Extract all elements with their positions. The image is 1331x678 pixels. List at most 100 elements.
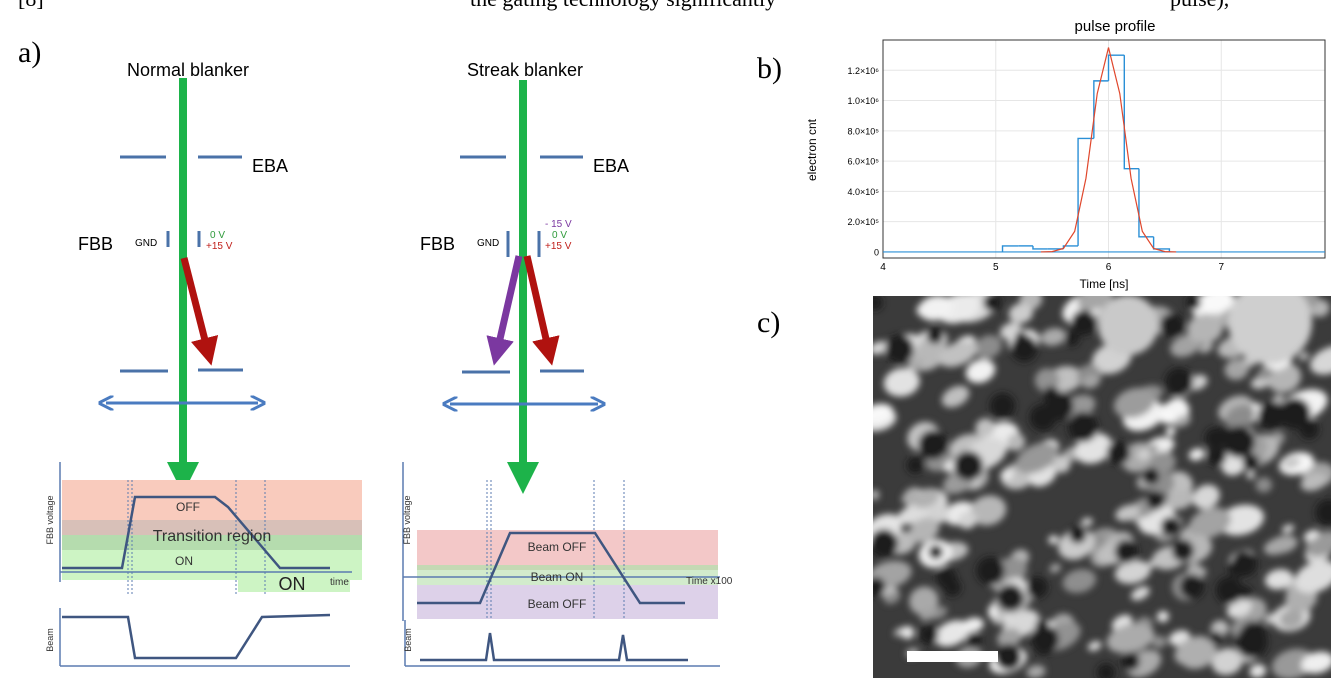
particle xyxy=(1114,560,1151,584)
dark-gap xyxy=(953,450,984,481)
particle xyxy=(1015,442,1059,474)
gnd-label: GND xyxy=(477,238,499,249)
dark-gap xyxy=(983,296,1002,312)
particle xyxy=(1166,397,1188,418)
particle xyxy=(909,517,940,543)
dark-gap xyxy=(1164,367,1194,396)
particle xyxy=(1174,415,1191,428)
particle xyxy=(1225,405,1255,429)
y-axis-label: electron cnt xyxy=(805,118,819,181)
dark-gap xyxy=(976,556,1005,585)
particle xyxy=(901,625,915,640)
voltage-label: - 15 V xyxy=(545,219,572,230)
axis-label: Beam xyxy=(403,628,413,652)
dark-gap xyxy=(1142,467,1160,485)
particle xyxy=(1148,444,1159,453)
dark-gap xyxy=(1146,491,1166,510)
particle xyxy=(873,403,894,424)
particle xyxy=(1282,524,1295,534)
particle xyxy=(883,367,920,397)
scale-bar xyxy=(907,651,998,662)
particle xyxy=(958,512,977,529)
particle xyxy=(1271,648,1315,678)
region xyxy=(62,535,362,550)
particle xyxy=(1300,472,1328,491)
dark-gap xyxy=(1114,539,1139,564)
region-label: Beam ON xyxy=(531,570,584,584)
dark-gap xyxy=(1043,386,1060,403)
histogram-step xyxy=(1107,54,1125,81)
region xyxy=(417,565,718,570)
beam-trace xyxy=(420,632,688,662)
particle xyxy=(1000,468,1014,481)
y-tick-label: 2.0×10⁵ xyxy=(847,217,879,227)
particle xyxy=(1026,665,1046,678)
particle xyxy=(1221,453,1247,476)
particle xyxy=(1246,470,1255,480)
fit-line xyxy=(1040,47,1177,253)
particle xyxy=(873,489,880,500)
particle xyxy=(1188,448,1205,461)
particle xyxy=(1228,296,1312,364)
dark-gap xyxy=(1215,426,1229,440)
histogram-step xyxy=(1138,168,1154,238)
panel-label: a) xyxy=(18,36,41,69)
dark-gap xyxy=(885,334,915,364)
dark-gap xyxy=(1067,411,1099,443)
particle xyxy=(1131,586,1150,601)
particle xyxy=(970,495,1007,526)
dark-gap xyxy=(1186,296,1201,310)
particle xyxy=(1007,433,1026,451)
dark-gap xyxy=(996,584,1024,612)
particle xyxy=(1272,394,1285,404)
beam-trace xyxy=(62,613,331,660)
diagram-title: Normal blanker xyxy=(127,60,249,80)
particle xyxy=(1294,560,1331,594)
region xyxy=(62,480,362,520)
histogram-step xyxy=(1093,80,1109,139)
header-text: pulse), xyxy=(1170,0,1229,11)
streak-blanker: Streak blanker EBA FBB GND - 15 V 0 V +1… xyxy=(402,60,733,667)
dark-gap xyxy=(1238,585,1253,600)
dark-gap xyxy=(873,529,899,558)
dark-gap xyxy=(926,326,944,344)
dark-gap xyxy=(1064,330,1080,347)
particle xyxy=(1077,296,1114,311)
dark-gap xyxy=(1160,516,1180,536)
voltage-label: +15 V xyxy=(206,241,233,252)
fbb-label: FBB xyxy=(78,234,113,254)
dark-gap xyxy=(1215,576,1244,604)
dark-gap xyxy=(918,624,939,645)
dark-gap xyxy=(1034,638,1053,656)
histogram-step xyxy=(1032,245,1048,250)
particle xyxy=(1188,507,1231,539)
axis-label: FBB voltage xyxy=(402,495,412,544)
particle xyxy=(1187,313,1224,344)
voltage-trace xyxy=(62,495,330,570)
region-label: ON xyxy=(175,554,193,568)
particle xyxy=(1249,664,1266,678)
region xyxy=(417,530,718,565)
particle xyxy=(913,488,940,509)
diagram-title: Streak blanker xyxy=(467,60,583,80)
dark-gap xyxy=(1235,626,1268,659)
dark-gap xyxy=(1070,309,1097,336)
plot-frame xyxy=(882,39,1326,259)
axis-label: Time x100 xyxy=(686,576,733,587)
histogram-step xyxy=(1077,137,1094,246)
panel-label: b) xyxy=(757,52,782,85)
dark-gap xyxy=(1069,526,1087,544)
y-tick-label: 1.0×10⁶ xyxy=(848,96,880,106)
particle xyxy=(1149,451,1176,475)
x-tick-label: 4 xyxy=(880,262,886,273)
dark-gap xyxy=(1096,663,1116,678)
particle xyxy=(1279,609,1304,629)
dark-gap xyxy=(965,632,982,649)
y-tick-label: 0 xyxy=(874,247,879,257)
particle xyxy=(1008,303,1034,324)
deflected-beam xyxy=(180,257,219,366)
particle xyxy=(907,359,924,372)
particle xyxy=(1199,342,1214,353)
dark-gap xyxy=(1106,441,1131,465)
chart-title: pulse profile xyxy=(1075,18,1156,35)
